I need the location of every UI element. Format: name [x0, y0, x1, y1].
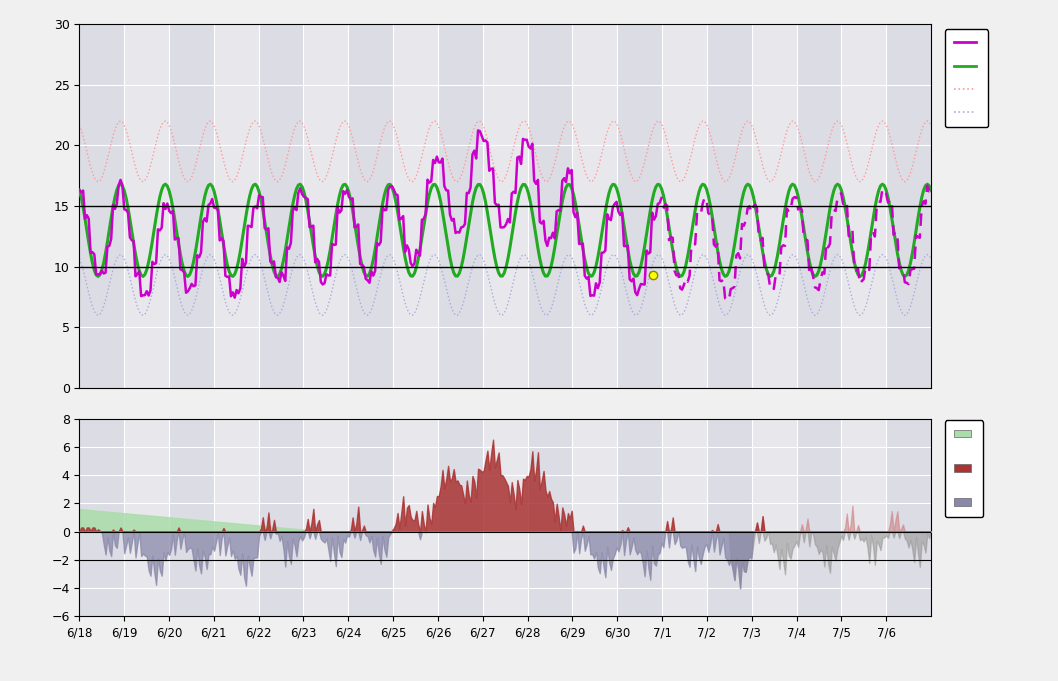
Bar — [797, 24, 841, 388]
Bar — [214, 419, 258, 616]
Bar — [79, 24, 124, 388]
Bar — [528, 419, 572, 616]
Bar — [258, 419, 304, 616]
Bar — [662, 419, 707, 616]
Bar — [169, 24, 214, 388]
Bar — [707, 24, 752, 388]
Bar — [841, 419, 887, 616]
Bar — [887, 419, 931, 616]
Bar — [707, 419, 752, 616]
Bar — [214, 24, 258, 388]
Bar — [617, 24, 662, 388]
Bar — [482, 24, 528, 388]
Bar — [887, 24, 931, 388]
Legend: , , : , , — [945, 420, 983, 517]
Bar — [752, 419, 797, 616]
Bar — [79, 419, 124, 616]
Bar — [124, 24, 169, 388]
Bar — [662, 24, 707, 388]
Bar — [348, 24, 394, 388]
Bar — [482, 419, 528, 616]
Bar — [752, 24, 797, 388]
Bar — [438, 419, 482, 616]
Bar — [438, 24, 482, 388]
Bar — [169, 419, 214, 616]
Bar — [124, 419, 169, 616]
Legend: , , , : , , , — [945, 29, 988, 127]
Bar — [528, 24, 572, 388]
Bar — [304, 24, 348, 388]
Bar — [258, 24, 304, 388]
Bar — [572, 24, 617, 388]
Bar — [304, 419, 348, 616]
Bar — [797, 419, 841, 616]
Bar — [394, 24, 438, 388]
Bar — [394, 419, 438, 616]
Bar — [617, 419, 662, 616]
Bar — [572, 419, 617, 616]
Bar — [841, 24, 887, 388]
Bar — [348, 419, 394, 616]
